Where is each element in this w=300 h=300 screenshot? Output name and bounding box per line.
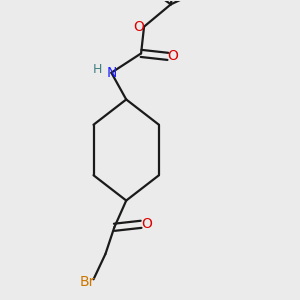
Text: O: O bbox=[168, 50, 178, 63]
Text: O: O bbox=[133, 20, 144, 34]
Text: N: N bbox=[106, 66, 116, 80]
Text: Br: Br bbox=[80, 275, 95, 289]
Text: O: O bbox=[141, 217, 152, 231]
Text: H: H bbox=[92, 63, 102, 76]
